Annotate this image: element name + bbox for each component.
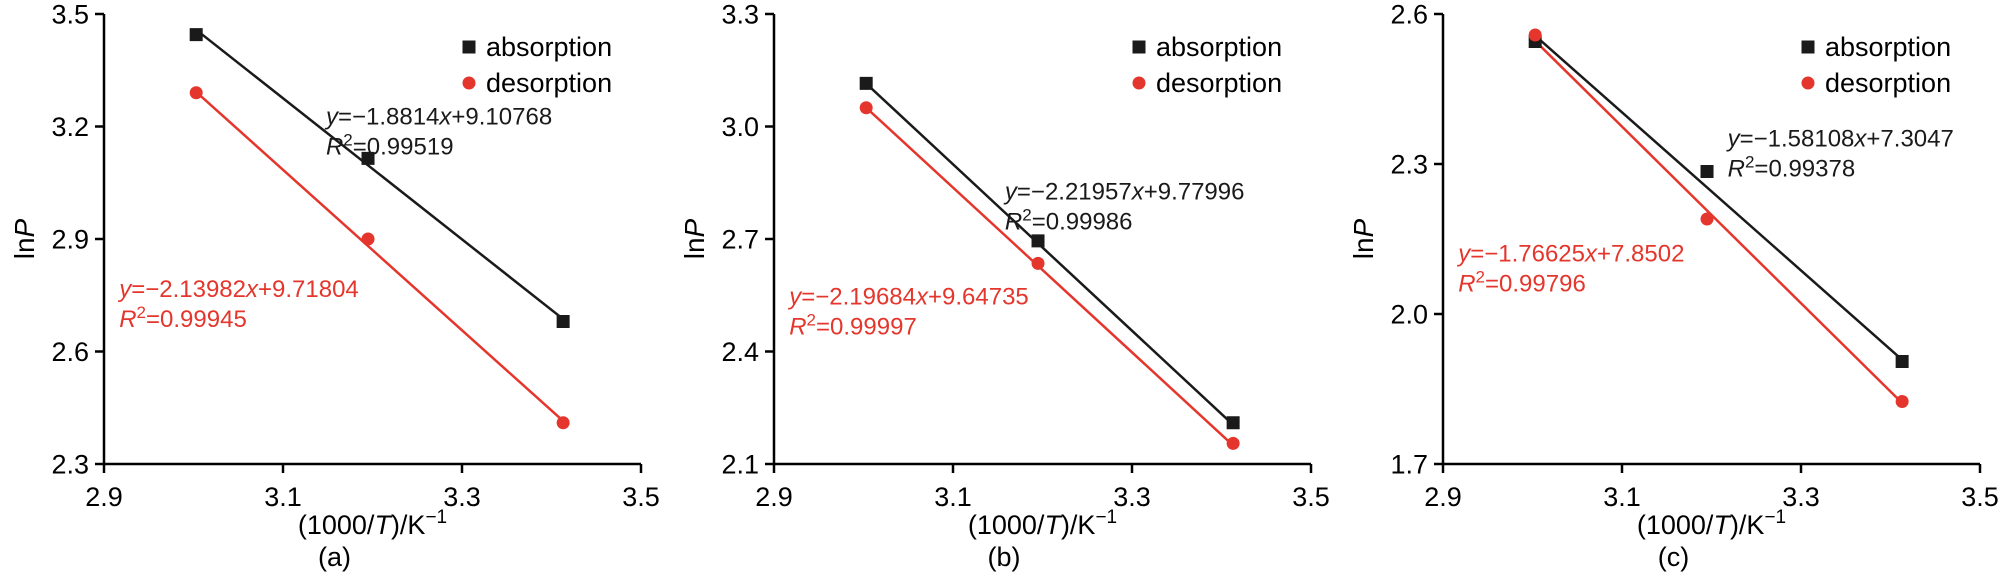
desorption-r-squared: R2=0.99796 <box>1458 268 1586 298</box>
desorption-point <box>1895 395 1909 408</box>
legend-marker-desorption <box>1801 76 1815 90</box>
y-tick-label: 3.5 <box>51 0 89 30</box>
y-tick-label: 1.7 <box>1390 450 1428 480</box>
absorption-point <box>1031 234 1045 248</box>
legend-label-absorption: absorption <box>1156 32 1282 62</box>
absorption-point <box>1700 165 1714 178</box>
legend-label-absorption: absorption <box>486 32 612 62</box>
desorption-equation: y=−2.13982x+9.71804 <box>117 276 359 303</box>
absorption-point <box>189 28 203 42</box>
y-tick-label: 3.2 <box>51 112 89 142</box>
y-tick-label: 3.0 <box>721 112 759 142</box>
y-axis-title: lnP <box>679 218 710 259</box>
desorption-point <box>1700 212 1714 226</box>
y-tick-label: 2.3 <box>1390 150 1428 180</box>
chart-panel-b: 2.9 3.1 3.3 3.5 2.1 2.4 2.7 3.0 3.3 lnP (1000/T)/K… <box>670 0 1339 578</box>
absorption-fit-line <box>1534 34 1903 361</box>
x-tick-label: 3.1 <box>1603 482 1641 512</box>
absorption-point <box>1895 355 1909 368</box>
y-tick-label: 2.0 <box>1390 300 1428 330</box>
absorption-fit-line <box>864 82 1234 426</box>
y-tick-label: 2.3 <box>51 450 89 480</box>
desorption-point <box>859 101 873 115</box>
desorption-point <box>1226 436 1240 450</box>
legend-marker-absorption <box>1132 40 1145 54</box>
absorption-r-squared: R2=0.99519 <box>326 131 454 161</box>
desorption-r-squared: R2=0.99945 <box>119 303 247 333</box>
y-tick-label: 2.1 <box>721 450 759 480</box>
panel-label-c: (c) <box>1657 542 1690 572</box>
x-tick-label: 2.9 <box>755 482 793 512</box>
y-tick-label: 3.3 <box>721 0 759 30</box>
vant-hoff-chart-a: 2.9 3.1 3.3 3.5 2.3 2.6 2.9 3.2 3.5 lnP (1000/T)/K… <box>9 0 660 540</box>
chart-panel-a: 2.9 3.1 3.3 3.5 2.3 2.6 2.9 3.2 3.5 lnP (1000/T)/K… <box>0 0 669 578</box>
chart-panel-c: 2.9 3.1 3.3 3.5 1.7 2.0 2.3 2.6 lnP (1000/T)/K−1 a… <box>1339 0 2008 578</box>
y-tick-label: 2.9 <box>51 225 89 255</box>
desorption-point <box>556 416 570 430</box>
desorption-point <box>1031 256 1045 270</box>
x-tick-label: 3.3 <box>1113 482 1151 512</box>
panel-label-b: (b) <box>987 542 1021 572</box>
y-tick-label: 2.7 <box>721 225 759 255</box>
x-tick-label: 2.9 <box>1424 482 1462 512</box>
x-axis-title: (1000/T)/K−1 <box>967 507 1116 540</box>
vant-hoff-chart-c: 2.9 3.1 3.3 3.5 1.7 2.0 2.3 2.6 lnP (1000/T)/K−1 a… <box>1348 0 1999 540</box>
y-tick-label: 2.4 <box>721 337 759 367</box>
legend-label-desorption: desorption <box>1156 68 1282 98</box>
x-tick-label: 3.5 <box>1961 482 1999 512</box>
legend-marker-desorption <box>1132 76 1145 90</box>
x-tick-label: 3.1 <box>934 482 972 512</box>
desorption-fit-line <box>195 91 564 422</box>
y-axis-title: lnP <box>1348 218 1379 259</box>
x-axis-title: (1000/T)/K−1 <box>298 507 447 540</box>
desorption-equation: y=−1.76625x+7.8502 <box>1456 241 1684 268</box>
absorption-point <box>361 151 375 165</box>
y-tick-label: 2.6 <box>1390 0 1428 30</box>
legend-marker-absorption <box>1801 40 1815 54</box>
absorption-point <box>1226 416 1240 430</box>
absorption-fit-line <box>195 28 564 321</box>
absorption-equation: y=−1.8814x+9.10768 <box>324 104 552 131</box>
legend-label-absorption: absorption <box>1825 32 1951 62</box>
legend-label-desorption: desorption <box>1825 68 1951 98</box>
absorption-point <box>859 76 873 90</box>
legend-label-desorption: desorption <box>486 68 612 98</box>
x-tick-label: 3.3 <box>443 482 481 512</box>
x-tick-label: 3.5 <box>622 482 660 512</box>
desorption-equation: y=−2.19684x+9.64735 <box>787 284 1029 311</box>
desorption-fit-line <box>864 106 1234 447</box>
x-tick-label: 3.5 <box>1292 482 1330 512</box>
desorption-point <box>361 232 375 246</box>
desorption-r-squared: R2=0.99997 <box>789 311 917 341</box>
desorption-point <box>189 86 203 100</box>
absorption-equation: y=−1.58108x+7.3047 <box>1726 126 1954 153</box>
absorption-equation: y=−2.21957x+9.77996 <box>1002 179 1244 206</box>
x-axis-title: (1000/T)/K−1 <box>1637 507 1786 540</box>
panel-label-a: (a) <box>318 542 351 572</box>
absorption-r-squared: R2=0.99378 <box>1728 153 1856 183</box>
x-tick-label: 3.1 <box>264 482 302 512</box>
legend-marker-desorption <box>462 76 476 90</box>
legend-marker-absorption <box>462 40 476 54</box>
absorption-r-squared: R2=0.99986 <box>1004 206 1132 236</box>
y-axis-title: lnP <box>9 218 40 259</box>
y-tick-label: 2.6 <box>51 337 89 367</box>
desorption-fit-line <box>1534 40 1904 404</box>
x-tick-label: 2.9 <box>85 482 123 512</box>
absorption-point <box>556 315 570 328</box>
x-tick-label: 3.3 <box>1782 482 1820 512</box>
vant-hoff-chart-b: 2.9 3.1 3.3 3.5 2.1 2.4 2.7 3.0 3.3 lnP (1000/T)/K… <box>679 0 1330 540</box>
desorption-point <box>1528 28 1542 42</box>
